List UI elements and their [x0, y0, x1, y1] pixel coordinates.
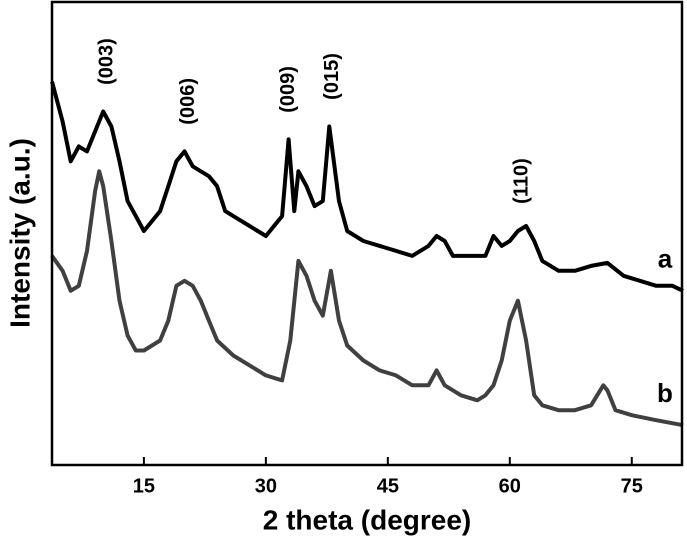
peak-label: (006): [177, 78, 199, 125]
series-line: [52, 171, 683, 425]
peak-label: (110): [510, 158, 532, 204]
peak-label: (003): [96, 38, 118, 85]
x-tick-label: 15: [133, 475, 155, 497]
plot-frame: [52, 2, 682, 465]
y-axis-label: Intensity (a.u.): [4, 138, 35, 328]
x-tick-label: 60: [499, 475, 521, 497]
x-tick-label: 45: [377, 475, 399, 497]
series-line: [52, 82, 683, 291]
x-tick-label: 75: [621, 475, 643, 497]
chart: 2 theta (degree) Intensity (a.u.) 15 30 45…: [0, 0, 687, 546]
x-axis-label: 2 theta (degree): [263, 504, 472, 535]
series-label: b: [657, 378, 673, 408]
peak-label: (009): [277, 66, 299, 113]
x-tick-label: 30: [255, 475, 277, 497]
series-label: a: [658, 244, 673, 274]
peak-label: (015): [321, 53, 343, 100]
